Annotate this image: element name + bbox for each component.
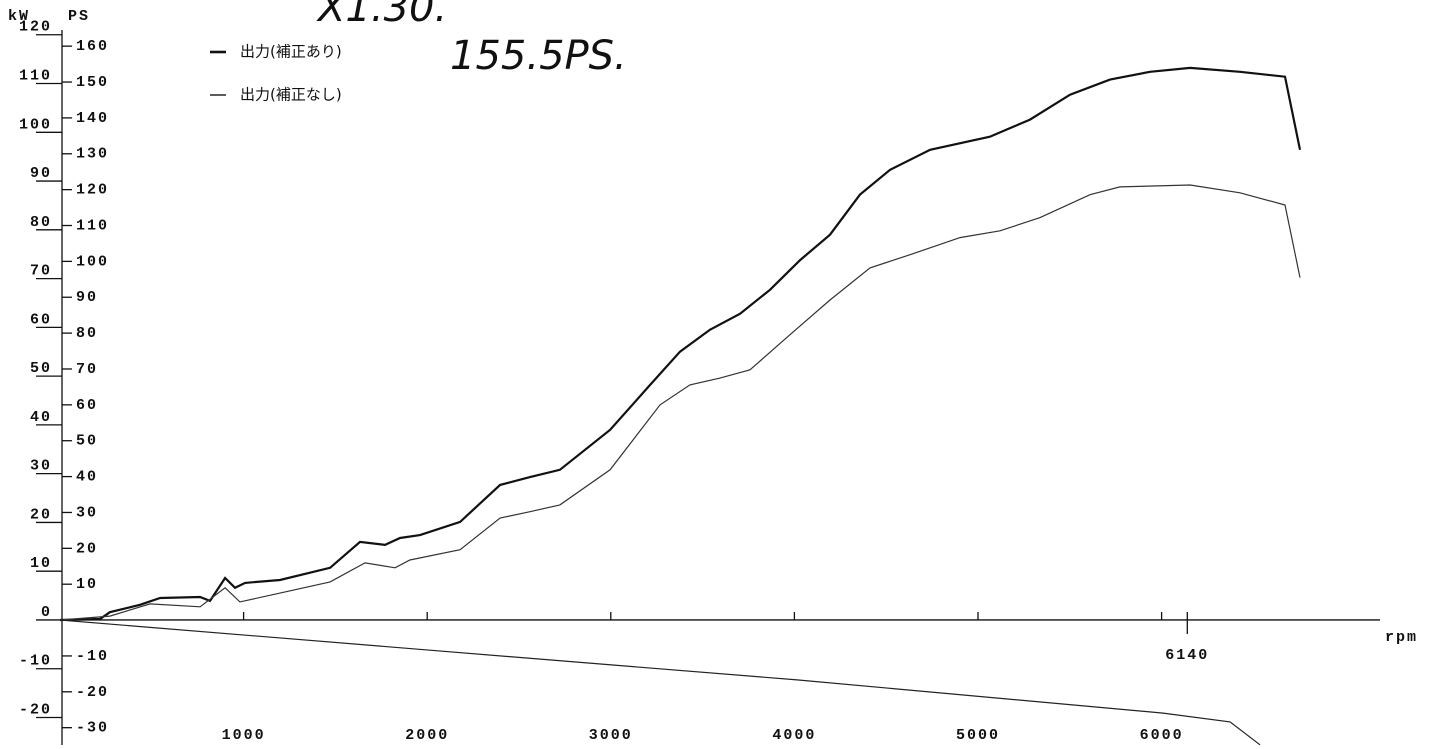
y-tick-label: 80 (30, 214, 52, 231)
y2-tick-label: -10 (76, 648, 109, 665)
y2-tick-label: 90 (76, 289, 98, 306)
x-tick-label: 4000 (772, 727, 816, 744)
y-tick-label: 110 (19, 67, 52, 84)
x-tick-label: 1000 (222, 727, 266, 744)
y2-tick-label: 100 (76, 253, 109, 270)
y-tick-label: -10 (19, 653, 52, 670)
x-tick-label: 6000 (1140, 727, 1184, 744)
x-axis-label: rpm (1385, 629, 1418, 646)
y2-tick-label: 120 (76, 182, 109, 199)
y-tick-label: 50 (30, 360, 52, 377)
y2-tick-label: -20 (76, 684, 109, 701)
y2-tick-label: 30 (76, 504, 98, 521)
y2-tick-label: 20 (76, 540, 98, 557)
y2-tick-label: 80 (76, 325, 98, 342)
y-tick-label: 20 (30, 506, 52, 523)
annotation: 155.5PS. (450, 33, 627, 79)
y2-tick-label: 130 (76, 146, 109, 163)
y-tick-label: 120 (19, 19, 52, 36)
y2-tick-label: 140 (76, 110, 109, 127)
y-tick-label: -20 (19, 701, 52, 718)
legend-label: 出力(補正なし) (240, 86, 342, 104)
y-tick-label: 100 (19, 116, 52, 133)
y-tick-label: 0 (41, 604, 52, 621)
legend-label: 出力(補正あり) (240, 43, 342, 61)
y2-tick-label: 60 (76, 397, 98, 414)
series-line (60, 184, 1301, 621)
y-axis-label: kW (8, 8, 30, 25)
y2-tick-label: 150 (76, 74, 109, 91)
y2-tick-label: 70 (76, 361, 98, 378)
y-tick-label: 30 (30, 458, 52, 475)
y-tick-label: 40 (30, 409, 52, 426)
y2-tick-label: -30 (76, 720, 109, 737)
x-tick-label: 3000 (589, 727, 633, 744)
plot-area (60, 66, 1302, 746)
x-tick-label: 5000 (956, 727, 1000, 744)
y2-tick-label: 10 (76, 576, 98, 593)
x-tick-label: 2000 (405, 727, 449, 744)
y-tick-label: 10 (30, 555, 52, 572)
y2-axis-label: PS (68, 8, 90, 25)
y2-tick-label: 110 (76, 217, 109, 234)
annotation: X1.30. (316, 0, 447, 31)
y-tick-label: 70 (30, 263, 52, 280)
marker-label: 6140 (1165, 647, 1209, 664)
y-tick-label: 90 (30, 165, 52, 182)
y2-tick-label: 40 (76, 469, 98, 486)
y-tick-label: 60 (30, 311, 52, 328)
y2-tick-label: 50 (76, 433, 98, 450)
series-line (60, 66, 1302, 622)
series-line (60, 619, 1261, 746)
y2-tick-label: 160 (76, 38, 109, 55)
